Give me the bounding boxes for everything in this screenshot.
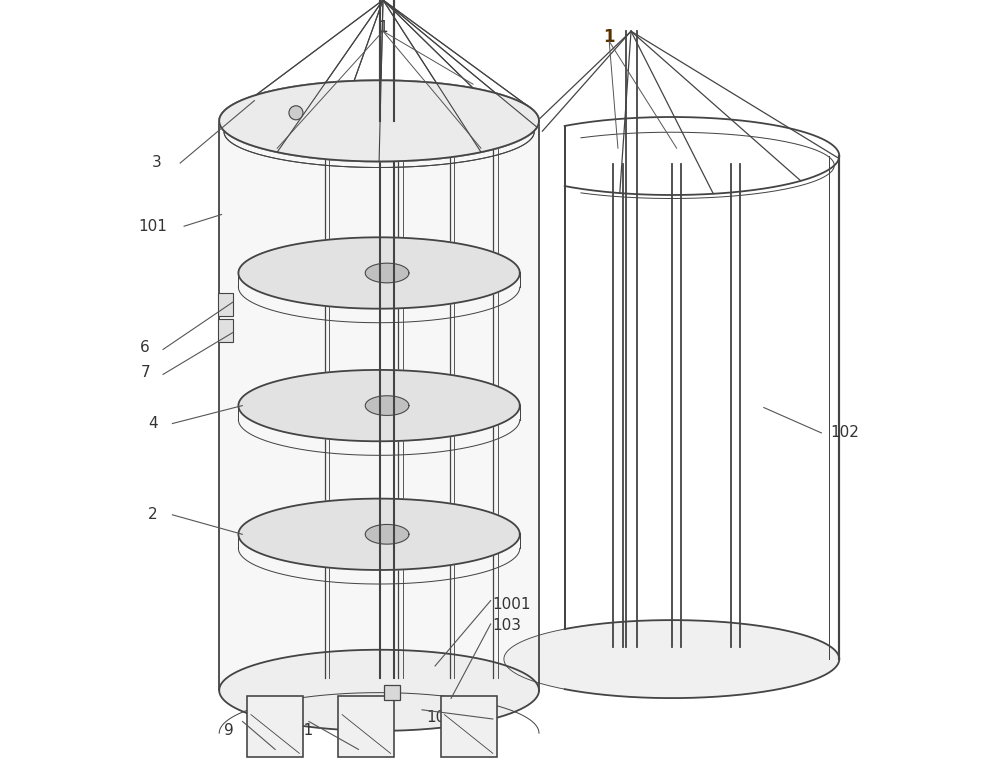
Text: 2: 2 [148, 507, 158, 523]
Polygon shape [238, 237, 520, 309]
Polygon shape [219, 80, 539, 161]
Bar [384, 685, 400, 700]
Text: 6: 6 [140, 340, 150, 356]
Bar [218, 319, 233, 342]
Text: 1: 1 [603, 28, 615, 47]
Polygon shape [238, 370, 520, 441]
Text: 102: 102 [830, 425, 859, 441]
Text: 9: 9 [224, 723, 233, 739]
Text: 103: 103 [492, 618, 521, 633]
Text: 1001: 1001 [492, 597, 531, 612]
Text: 1: 1 [378, 20, 388, 35]
Polygon shape [365, 524, 409, 544]
Polygon shape [504, 620, 839, 698]
Polygon shape [219, 80, 539, 161]
Polygon shape [238, 498, 520, 570]
FancyBboxPatch shape [247, 697, 303, 757]
Polygon shape [219, 650, 539, 731]
Text: 3: 3 [152, 154, 162, 170]
Text: 11: 11 [294, 723, 313, 739]
Text: 4: 4 [148, 416, 158, 431]
Text: 7: 7 [140, 365, 150, 381]
Text: 10: 10 [426, 710, 446, 725]
Polygon shape [365, 395, 409, 416]
FancyBboxPatch shape [338, 697, 394, 757]
Circle shape [289, 106, 303, 120]
Circle shape [289, 106, 303, 120]
FancyBboxPatch shape [441, 697, 497, 757]
Polygon shape [219, 80, 539, 731]
Bar [218, 292, 233, 316]
Polygon shape [365, 263, 409, 283]
Text: 101: 101 [138, 218, 167, 234]
